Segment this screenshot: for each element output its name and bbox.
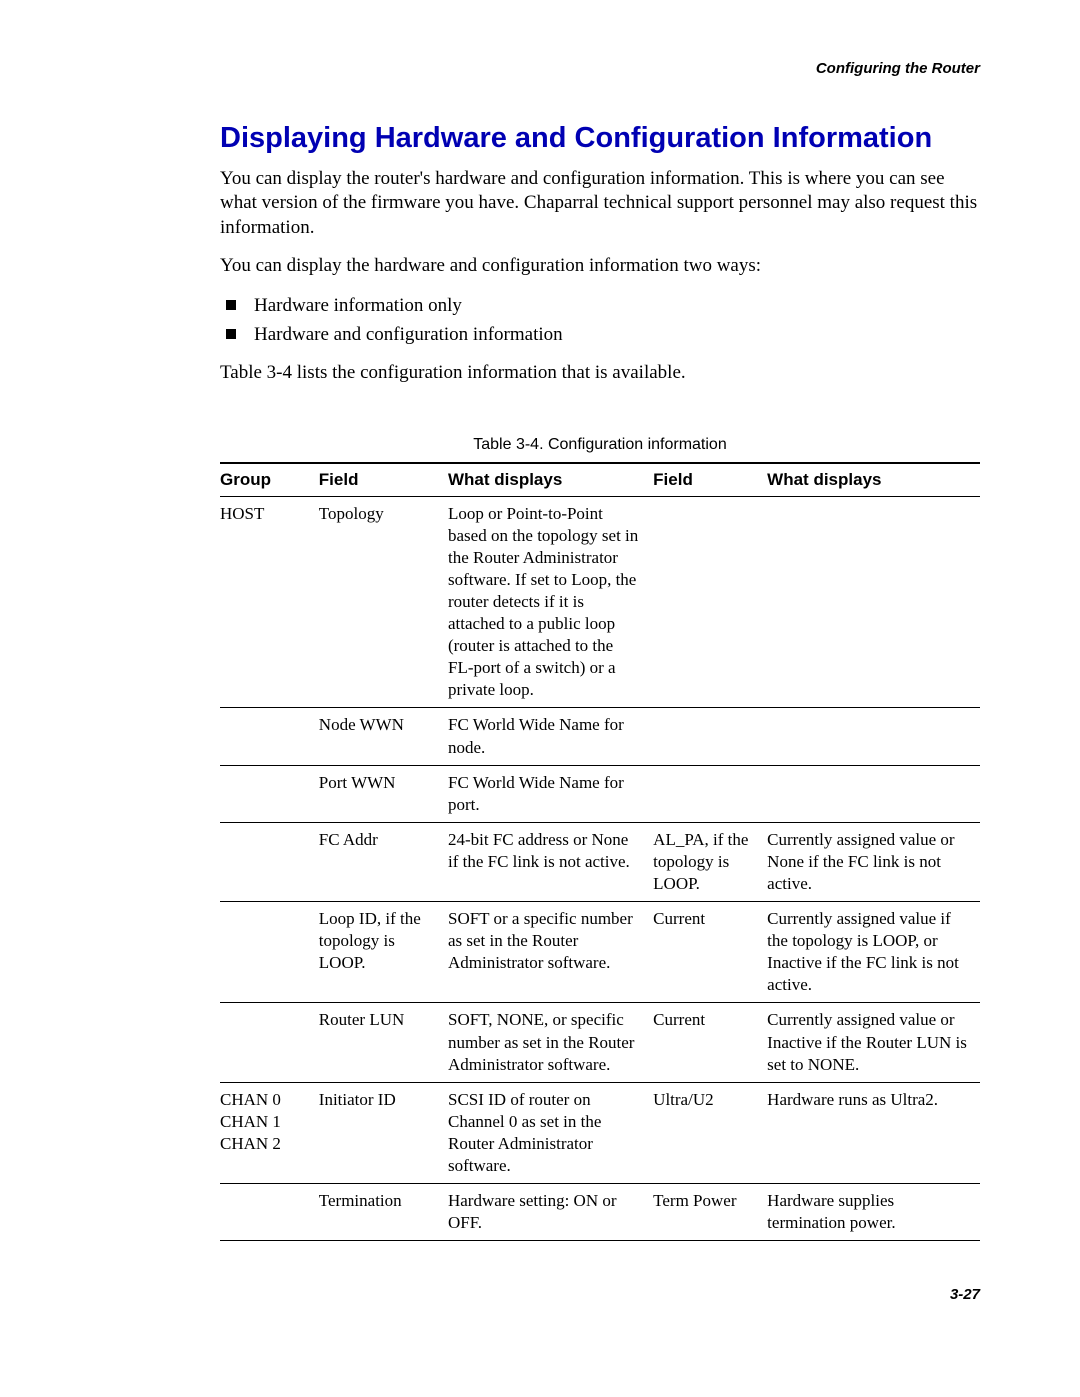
table-cell-field2: [653, 708, 767, 765]
table-cell-field2: [653, 765, 767, 822]
table-row: CHAN 0CHAN 1CHAN 2Initiator IDSCSI ID of…: [220, 1082, 980, 1183]
table-cell-disp2: Currently assigned value or None if the …: [767, 822, 980, 901]
table-row: Node WWNFC World Wide Name for node.: [220, 708, 980, 765]
col-header-field2: Field: [653, 463, 767, 497]
table-cell-disp1: SCSI ID of router on Channel 0 as set in…: [448, 1082, 653, 1183]
col-header-disp1: What displays: [448, 463, 653, 497]
table-cell-disp1: FC World Wide Name for node.: [448, 708, 653, 765]
intro-paragraph-3: Table 3-4 lists the configuration inform…: [220, 361, 980, 385]
running-head: Configuring the Router: [220, 60, 980, 77]
table-cell-field1: Termination: [319, 1184, 448, 1241]
page-number: 3-27: [220, 1286, 980, 1303]
table-cell-disp1: FC World Wide Name for port.: [448, 765, 653, 822]
table-cell-group: [220, 822, 319, 901]
table-cell-field2: [653, 496, 767, 708]
table-row: Router LUNSOFT, NONE, or specific number…: [220, 1003, 980, 1082]
table-cell-field2: Current: [653, 902, 767, 1003]
table-cell-group: [220, 708, 319, 765]
table-cell-field2: Ultra/U2: [653, 1082, 767, 1183]
configuration-table: Group Field What displays Field What dis…: [220, 462, 980, 1242]
col-header-disp2: What displays: [767, 463, 980, 497]
table-body: HOSTTopologyLoop or Point-to-Point based…: [220, 496, 980, 1241]
table-cell-field1: Router LUN: [319, 1003, 448, 1082]
table-cell-field1: Node WWN: [319, 708, 448, 765]
table-cell-disp1: SOFT or a specific number as set in the …: [448, 902, 653, 1003]
table-header-row: Group Field What displays Field What dis…: [220, 463, 980, 497]
page-title: Displaying Hardware and Configuration In…: [220, 122, 980, 155]
table-cell-field1: Loop ID, if the topology is LOOP.: [319, 902, 448, 1003]
table-cell-field1: FC Addr: [319, 822, 448, 901]
bullet-list: Hardware information only Hardware and c…: [220, 292, 980, 349]
col-header-field1: Field: [319, 463, 448, 497]
table-cell-field2: AL_PA, if the topology is LOOP.: [653, 822, 767, 901]
table-cell-disp2: Hardware supplies termination power.: [767, 1184, 980, 1241]
intro-paragraph-2: You can display the hardware and configu…: [220, 254, 980, 278]
table-cell-group: [220, 1003, 319, 1082]
table-cell-field1: Topology: [319, 496, 448, 708]
table-cell-group: [220, 765, 319, 822]
intro-paragraph-1: You can display the router's hardware an…: [220, 167, 980, 240]
table-cell-field1: Port WWN: [319, 765, 448, 822]
table-cell-disp2: Currently assigned value if the topology…: [767, 902, 980, 1003]
table-cell-group: CHAN 0CHAN 1CHAN 2: [220, 1082, 319, 1183]
table-cell-disp1: Loop or Point-to-Point based on the topo…: [448, 496, 653, 708]
table-cell-disp2: Hardware runs as Ultra2.: [767, 1082, 980, 1183]
bullet-item: Hardware and configuration information: [220, 321, 980, 350]
table-row: FC Addr24-bit FC address or None if the …: [220, 822, 980, 901]
table-cell-group: [220, 902, 319, 1003]
table-cell-disp2: [767, 708, 980, 765]
table-cell-group: [220, 1184, 319, 1241]
col-header-group: Group: [220, 463, 319, 497]
table-cell-disp1: SOFT, NONE, or specific number as set in…: [448, 1003, 653, 1082]
table-row: TerminationHardware setting: ON or OFF.T…: [220, 1184, 980, 1241]
table-cell-field2: Current: [653, 1003, 767, 1082]
table-caption: Table 3-4. Configuration information: [220, 436, 980, 454]
table-cell-disp2: [767, 765, 980, 822]
table-cell-field1: Initiator ID: [319, 1082, 448, 1183]
table-cell-disp2: Currently assigned value or Inactive if …: [767, 1003, 980, 1082]
page-container: Configuring the Router Displaying Hardwa…: [0, 0, 1080, 1343]
table-cell-disp1: Hardware setting: ON or OFF.: [448, 1184, 653, 1241]
table-row: Loop ID, if the topology is LOOP.SOFT or…: [220, 902, 980, 1003]
table-cell-field2: Term Power: [653, 1184, 767, 1241]
table-cell-disp2: [767, 496, 980, 708]
table-row: Port WWNFC World Wide Name for port.: [220, 765, 980, 822]
table-cell-group: HOST: [220, 496, 319, 708]
table-row: HOSTTopologyLoop or Point-to-Point based…: [220, 496, 980, 708]
bullet-item: Hardware information only: [220, 292, 980, 321]
table-cell-disp1: 24-bit FC address or None if the FC link…: [448, 822, 653, 901]
